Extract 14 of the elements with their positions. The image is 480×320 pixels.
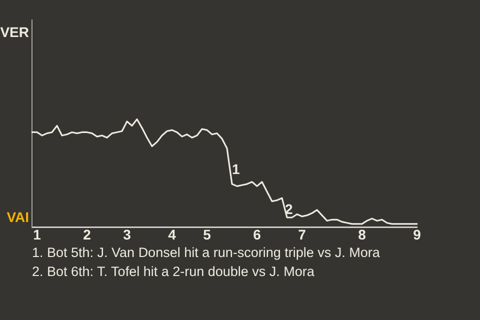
- x-tick-label: 5: [203, 226, 212, 242]
- text: VER: [0, 24, 29, 40]
- annotation: 1: [232, 160, 240, 177]
- x-tick-label: 1: [33, 226, 42, 242]
- x-tick-label: 8: [358, 226, 366, 242]
- x-tick-label: 3: [123, 226, 132, 242]
- text: VAI: [6, 209, 29, 226]
- text: 1. Bot 5th: J. Van Donsel hit a run-scoring triple vs J. Mora: [32, 244, 380, 262]
- text: 2. Bot 6th: T. Tofel hit a 2-run double vs J. Mora: [32, 263, 316, 281]
- x-tick-label: 7: [298, 226, 306, 242]
- x-tick-label: 9: [413, 226, 422, 242]
- x-tick-label: 6: [253, 226, 262, 242]
- x-tick-label: 4: [168, 226, 176, 242]
- x-tick-label: 2: [83, 226, 92, 242]
